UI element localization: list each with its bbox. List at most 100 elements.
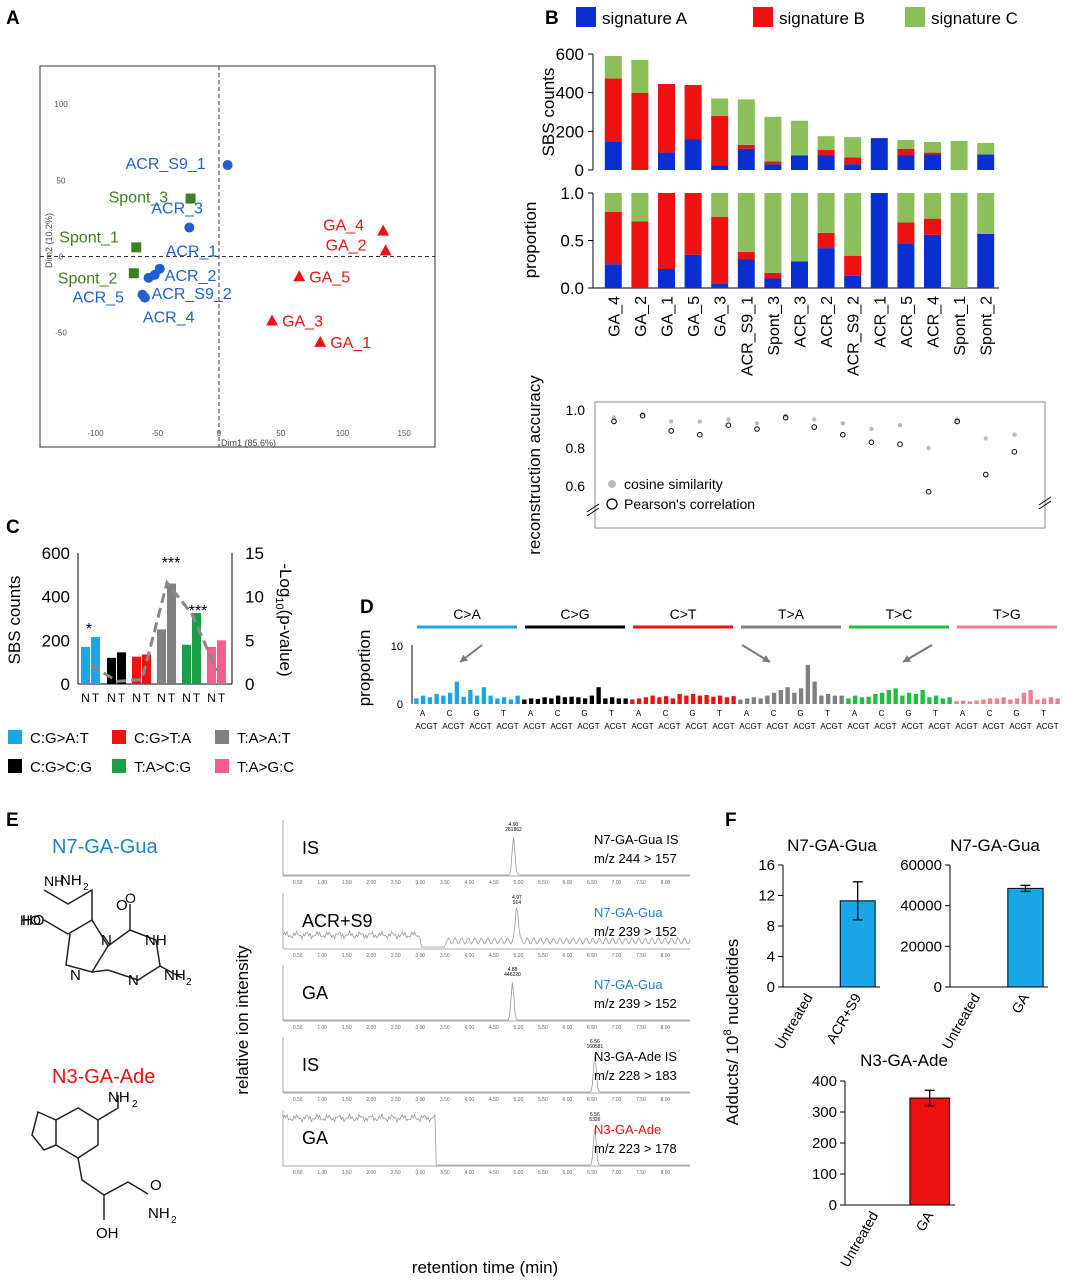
- bar: [1021, 692, 1027, 704]
- y-tick-label: 10: [391, 641, 403, 653]
- y-tick-label: 0.5: [560, 232, 584, 251]
- arrow-head: [460, 654, 468, 662]
- base-letter: C: [555, 709, 561, 718]
- trace-label: ACR+S9: [302, 911, 373, 931]
- bar: [549, 698, 554, 704]
- bar: [954, 701, 959, 704]
- chromatogram-trace: [282, 1112, 690, 1166]
- x-tick-label: 7.50: [636, 1097, 646, 1103]
- group-label: T>C: [886, 606, 913, 622]
- group-label: C>A: [453, 606, 481, 622]
- pearson-point: [811, 424, 818, 430]
- trace-transition: m/z 239 > 152: [594, 924, 677, 939]
- x-tick-label: 4.50: [489, 880, 499, 886]
- x-tick-label: 7.00: [612, 1170, 622, 1176]
- y-tick-label: 400: [812, 1073, 837, 1090]
- bar-segment: [631, 221, 649, 288]
- point-label: Spont_2: [58, 270, 118, 287]
- trace-compound: N3-GA-Ade IS: [594, 1049, 677, 1064]
- context-label: ACGT: [1009, 722, 1031, 731]
- bar-segment: [711, 98, 729, 116]
- bar: [468, 690, 473, 704]
- x-tick-label: 3.00: [415, 880, 425, 886]
- bar-segment: [737, 148, 755, 170]
- point-label: Spont_1: [59, 229, 119, 246]
- bar-segment: [791, 120, 808, 156]
- bar: [603, 698, 608, 704]
- bar-segment: [924, 141, 941, 153]
- legend-label: C:G>A:T: [30, 730, 89, 747]
- x-tick-label: 5.00: [514, 1097, 524, 1103]
- bar-segment: [817, 248, 835, 288]
- bar: [488, 695, 493, 704]
- x-tick-label: 8.00: [661, 1170, 671, 1176]
- x-tick-label: 3.00: [415, 953, 425, 959]
- y-tick-label: 16: [758, 857, 775, 874]
- bar-segment: [897, 222, 915, 244]
- x-tick-label: 7.50: [636, 953, 646, 959]
- bar: [562, 697, 568, 704]
- point-marker: [293, 270, 306, 282]
- x-tick-label: 4.50: [489, 953, 499, 959]
- context-label: ACGT: [658, 722, 680, 731]
- bar: [1008, 699, 1013, 704]
- x-tick-label: 7.50: [636, 880, 646, 886]
- bar-segment: [977, 142, 995, 155]
- panel-b-reconstruction-accuracy: 1.0 0.8 0.6 reconstruction accuracy cosine s…: [525, 375, 1052, 555]
- peak-rt: 6.56: [590, 1039, 600, 1045]
- y-tick-label: 300: [812, 1104, 837, 1121]
- peak-area: 914: [513, 900, 522, 906]
- context-label: ACGT: [604, 722, 626, 731]
- bar-segment: [737, 144, 755, 149]
- y-tick-label: 12: [758, 888, 775, 905]
- y-tick-label: -50: [55, 329, 67, 338]
- bar-segment: [604, 264, 622, 288]
- x-tick-label: T: [218, 691, 226, 705]
- y-tick-label-right: 0: [245, 675, 254, 694]
- cosine-point: [897, 423, 903, 428]
- trace-transition: m/z 223 > 178: [594, 1141, 677, 1156]
- base-letter: C: [447, 709, 453, 718]
- cosine-point: [812, 417, 817, 422]
- y-tick-label: 4: [767, 949, 775, 966]
- group-label: T>A: [778, 606, 805, 622]
- bar: [731, 696, 736, 704]
- bar-segment: [764, 161, 782, 165]
- bar-segment: [817, 136, 835, 150]
- x-tick-label: 3.50: [440, 880, 450, 886]
- bar: [555, 695, 561, 704]
- x-tick-label: ACR+S9: [823, 990, 864, 1046]
- bar: [515, 695, 520, 704]
- pearson-point: [697, 431, 703, 438]
- y-tick-label: 40000: [900, 898, 942, 915]
- bar-segment: [658, 152, 675, 170]
- pvalue-line: [90, 579, 219, 683]
- x-tick-label: N: [157, 691, 166, 705]
- point-marker: [185, 193, 196, 204]
- x-tick-label: 0.50: [293, 1025, 303, 1031]
- x-tick-label: 0.50: [293, 953, 303, 959]
- x-axis-label: retention time (min): [412, 1258, 558, 1277]
- y-axis-label: proportion: [521, 202, 540, 279]
- base-letter: C: [771, 709, 777, 718]
- pearson-point: [1011, 449, 1018, 455]
- bond-path: [31, 1110, 57, 1151]
- x-tick-label: N: [207, 691, 216, 705]
- x-tick-label: 2.00: [366, 1025, 376, 1031]
- x-tick-label: 7.00: [612, 880, 622, 886]
- trace-compound: N7-GA-Gua: [594, 977, 663, 992]
- bar-segment: [870, 193, 888, 288]
- x-tick-label: N: [107, 691, 116, 705]
- bond-path: [77, 1157, 149, 1196]
- x-tick-label: 3.50: [440, 1097, 450, 1103]
- x-tick-label: ACR_S9_2: [846, 296, 863, 376]
- x-tick-label: 6.50: [587, 1025, 597, 1031]
- x-tick-label: 1.50: [342, 953, 352, 959]
- bar: [501, 697, 507, 704]
- x-tick-label: 1.50: [342, 880, 352, 886]
- group-label: T>G: [993, 606, 1021, 622]
- pearson-point: [983, 471, 989, 478]
- x-tick-label: N: [132, 691, 141, 705]
- atom-label: NH: [148, 1205, 170, 1222]
- x-tick-label: 4.00: [464, 1170, 474, 1176]
